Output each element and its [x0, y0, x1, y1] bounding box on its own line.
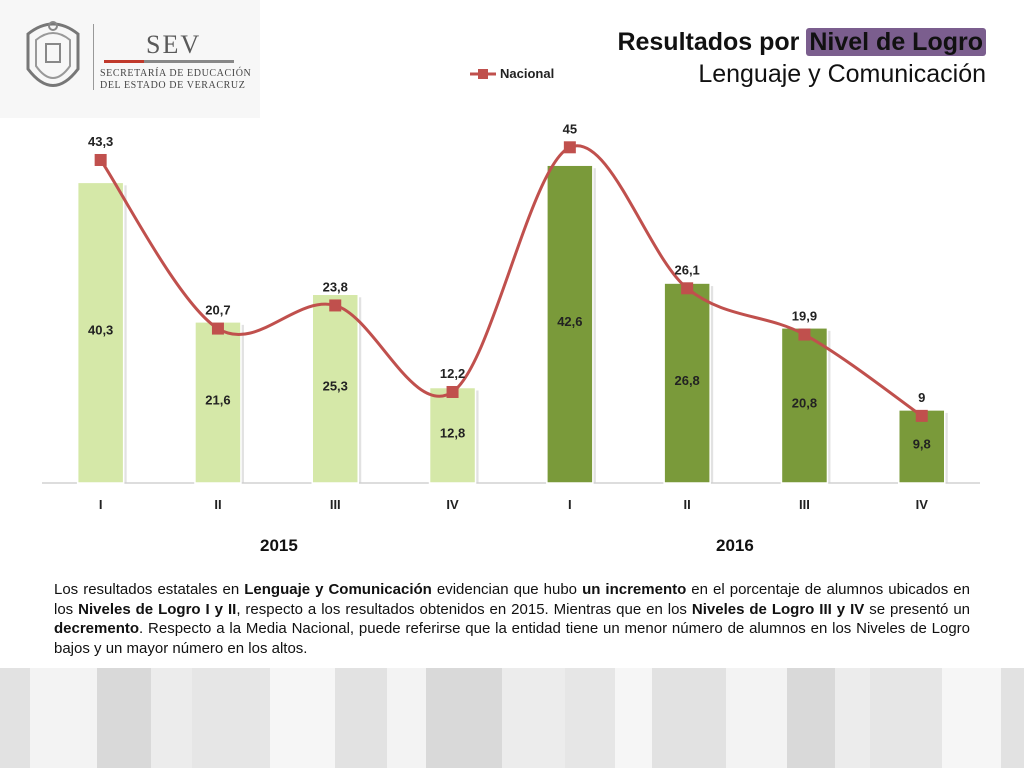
line-point [94, 153, 107, 166]
bar [311, 293, 359, 484]
title-highlight: Nivel de Logro [806, 28, 986, 56]
footer-stripe [97, 668, 151, 768]
veracruz-seal-icon [26, 21, 80, 87]
x-tick-label: IV [446, 497, 459, 512]
bar-value-label: 25,3 [323, 379, 348, 394]
legend-label-nacional: Nacional [500, 66, 555, 81]
footer-stripe [942, 668, 1001, 768]
x-tick-label: II [214, 497, 221, 512]
footer-stripe [502, 668, 565, 768]
bar [780, 327, 829, 484]
line-point [681, 282, 694, 295]
footer-stripe [652, 668, 726, 768]
title-text: Resultados por [617, 28, 807, 56]
x-tick-label: I [568, 497, 572, 512]
logo-line-1: SECRETARÍA DE EDUCACIÓN [100, 68, 252, 79]
decorative-footer-stripes [0, 668, 1024, 768]
line-value-label: 45 [563, 121, 577, 136]
bar-value-label: 12,8 [440, 425, 465, 440]
bar [76, 181, 125, 484]
bar-value-label: 26,8 [674, 373, 699, 388]
x-tick-label: III [799, 497, 810, 512]
results-paragraph: Los resultados estatales en Lenguaje y C… [54, 580, 970, 658]
footer-stripe [335, 668, 387, 768]
paragraph-segment: , respecto a los resultados obtenidos en… [236, 600, 692, 618]
x-tick-label: I [99, 497, 103, 512]
logo-name: SEV [146, 30, 202, 59]
footer-stripe [565, 668, 615, 768]
logo-bar [104, 60, 234, 63]
sev-logo: SEV SECRETARÍA DE EDUCACIÓN DEL ESTADO D… [0, 0, 260, 118]
line-point [446, 385, 459, 398]
group-label-2016: 2016 [716, 536, 754, 555]
x-tick-label: II [684, 497, 691, 512]
group-label-2015: 2015 [260, 536, 298, 555]
x-tick-label: IV [916, 497, 929, 512]
page-title: Resultados por Nivel de Logro [617, 28, 986, 57]
bar-value-label: 20,8 [792, 395, 817, 410]
bar [663, 282, 711, 484]
line-point [329, 299, 342, 312]
page-subtitle: Lenguaje y Comunicación [698, 60, 986, 88]
line-point [211, 322, 224, 335]
paragraph-segment: Niveles de Logro I y II [78, 600, 237, 618]
paragraph-segment: . Respecto a la Media Nacional, puede re… [54, 620, 970, 657]
line-value-label: 23,8 [323, 279, 348, 294]
bar-line-chart: 40,3 21,6 25,3 12,8 42,6 26,8 20,8 9,8 43,3 20,7 2… [42, 121, 980, 512]
legend-line-marker-icon [470, 69, 496, 79]
paragraph-segment: un incremento [582, 581, 687, 598]
bar [546, 164, 594, 484]
paragraph-segment: Los resultados estatales en [54, 581, 245, 598]
bar-value-label: 9,8 [913, 436, 931, 451]
footer-stripe [835, 668, 870, 768]
line-point [915, 409, 928, 422]
footer-stripe [387, 668, 426, 768]
paragraph-segment: en el porcentaje de alumnos ubicados en … [54, 581, 970, 618]
footer-stripe [870, 668, 942, 768]
footer-stripe [426, 668, 502, 768]
line-value-label: 43,3 [88, 134, 113, 149]
bar-value-label: 40,3 [88, 323, 113, 338]
paragraph-segment: Lenguaje y Comunicación [244, 581, 432, 598]
logo-divider [93, 24, 94, 90]
paragraph-segment: decremento [54, 620, 140, 637]
logo-bar-accent [104, 60, 144, 63]
line-value-label: 12,2 [440, 366, 465, 381]
line-value-label: 9 [918, 390, 925, 405]
line-point [798, 328, 811, 341]
footer-stripe [192, 668, 270, 768]
line-point [563, 141, 576, 154]
footer-stripe [615, 668, 652, 768]
line-value-label: 19,9 [792, 309, 817, 324]
line-value-label: 26,1 [674, 262, 699, 277]
footer-stripe [151, 668, 192, 768]
logo-line-2: DEL ESTADO DE VERACRUZ [100, 80, 246, 91]
bar-value-label: 21,6 [205, 392, 230, 407]
line-value-label: 20,7 [205, 303, 230, 318]
x-tick-label: III [330, 497, 341, 512]
bar-value-label: 42,6 [557, 314, 582, 329]
bar [194, 321, 242, 484]
series-line-nacional [99, 144, 923, 418]
footer-stripe [270, 668, 335, 768]
footer-stripe [1001, 668, 1024, 768]
footer-stripe [30, 668, 97, 768]
footer-stripe [787, 668, 835, 768]
footer-stripe [726, 668, 787, 768]
paragraph-segment: Niveles de Logro III y IV [691, 600, 865, 618]
paragraph-segment: se presentó un [864, 600, 971, 618]
paragraph-segment: evidencian que hubo [431, 581, 583, 598]
footer-stripe [0, 668, 30, 768]
